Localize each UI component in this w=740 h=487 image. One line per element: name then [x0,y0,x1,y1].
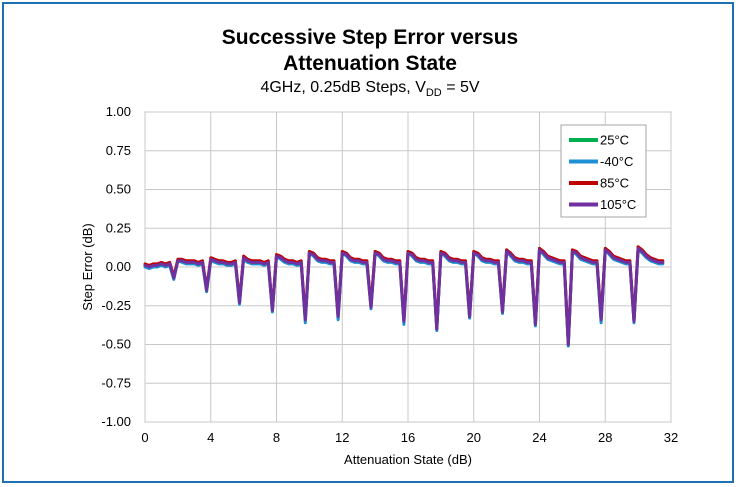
y-axis-label: Step Error (dB) [80,223,95,310]
legend-label: 85°C [600,176,629,191]
chart-subtitle: 4GHz, 0.25dB Steps, VDD = 5V [260,79,479,99]
x-tick-label: 12 [335,430,349,445]
chart-title-line1: Successive Step Error versus [222,26,519,49]
x-tick-label: 8 [273,430,280,445]
subtitle-subscript: DD [426,87,442,99]
x-tick-label: 20 [467,430,481,445]
subtitle-suffix: = 5V [442,79,480,96]
y-tick-label: 0.25 [106,220,131,235]
y-tick-label: 0.75 [106,143,131,158]
x-tick-label: 0 [141,430,148,445]
y-tick-label: -0.50 [101,337,131,352]
y-tick-label: -0.75 [101,375,131,390]
x-tick-label: 4 [207,430,214,445]
legend-label: -40°C [600,154,633,169]
x-axis-ticks: 0 4 8 12 16 20 24 28 32 [141,430,678,445]
x-tick-label: 24 [532,430,546,445]
legend-label: 105°C [600,197,636,212]
y-axis-ticks: 1.00 0.75 0.50 0.25 0.00 -0.25 -0.50 -0.75 -1.00 [101,104,131,429]
legend-label: 25°C [600,133,629,148]
series-lines [143,245,665,348]
x-axis-label: Attenuation State (dB) [344,452,472,467]
y-tick-label: 0.50 [106,182,131,197]
x-tick-label: 32 [664,430,678,445]
grid [144,111,672,423]
y-tick-label: 0.00 [106,259,131,274]
y-tick-label: -1.00 [101,414,131,429]
y-tick-label: -0.25 [101,298,131,313]
x-tick-label: 28 [598,430,612,445]
x-tick-label: 16 [401,430,415,445]
chart-title-line2: Attenuation State [283,52,457,75]
series-line-105c [143,246,665,346]
y-tick-label: 1.00 [106,104,131,119]
legend: 25°C -40°C 85°C 105°C [560,124,647,218]
subtitle-prefix: 4GHz, 0.25dB Steps, V [260,79,426,96]
